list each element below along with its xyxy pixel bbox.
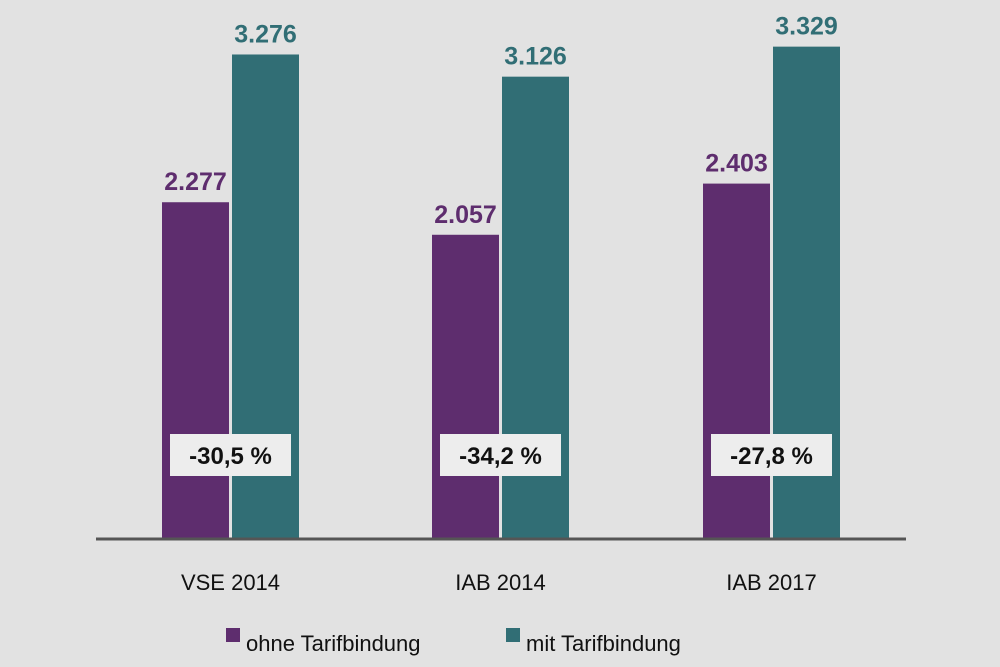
bar-ohne-1 [432,234,499,539]
value-label-mit-2: 3.329 [775,13,838,41]
bar-ohne-0 [162,202,229,540]
bars-layer: 2.277 3.276 -30,5 % 2.057 3.126 -34,2 % 2.403 3… [162,13,840,540]
value-label-mit-0: 3.276 [234,20,297,48]
legend-label-ohne: ohne Tarifbindung [246,631,421,656]
category-label-1: IAB 2014 [455,570,546,595]
legend-swatch-ohne [226,628,240,642]
percent-box-1 [440,434,561,476]
value-label-ohne-2: 2.403 [705,150,768,178]
value-label-ohne-1: 2.057 [434,201,497,229]
legend: ohne Tarifbindung mit Tarifbindung [226,628,681,656]
percent-box-0 [170,434,291,476]
category-label-2: IAB 2017 [726,570,817,595]
percent-label-2: -27,8 % [730,443,813,470]
legend-swatch-mit [506,628,520,642]
percent-label-1: -34,2 % [459,443,542,470]
category-labels: VSE 2014 IAB 2014 IAB 2017 [181,570,817,595]
legend-label-mit: mit Tarifbindung [526,631,681,656]
category-label-0: VSE 2014 [181,570,280,595]
bar-ohne-2 [703,183,770,539]
percent-box-2 [711,434,832,476]
value-label-ohne-0: 2.277 [164,168,227,196]
value-label-mit-1: 3.126 [504,43,567,71]
percent-label-0: -30,5 % [189,443,272,470]
